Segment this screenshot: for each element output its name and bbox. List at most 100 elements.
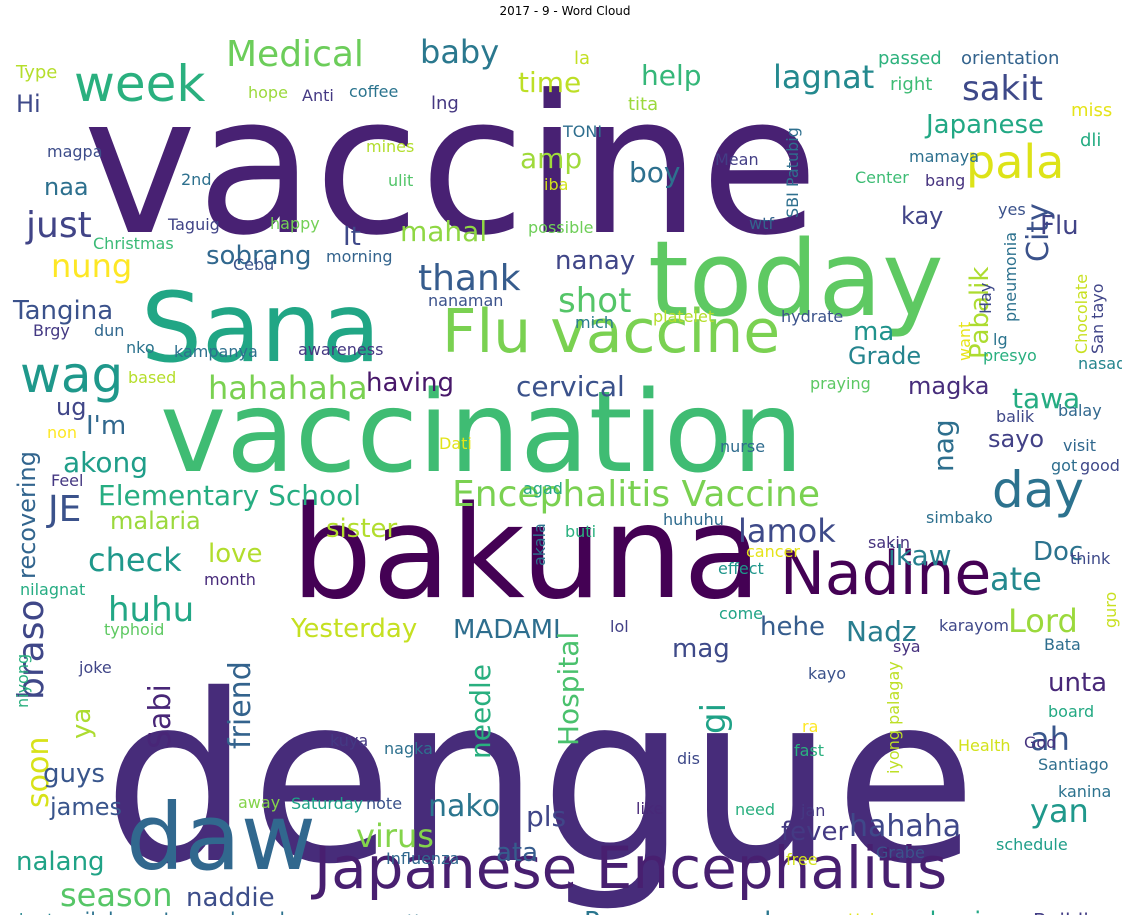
cloud-word: ikaw <box>888 539 952 572</box>
cloud-word: ma <box>853 317 894 347</box>
cloud-word: nasad <box>1078 354 1122 373</box>
cloud-word: week <box>74 55 205 113</box>
cloud-word: season <box>60 876 173 914</box>
cloud-word: joke <box>78 658 112 677</box>
cloud-word: got <box>1051 456 1077 475</box>
cloud-word: 2nd <box>181 170 211 189</box>
cloud-word: Center <box>855 168 909 187</box>
cloud-word: ate <box>990 560 1042 598</box>
cloud-word: kayo <box>808 664 846 683</box>
cloud-word: mich <box>575 313 614 332</box>
cloud-word: board <box>1048 702 1094 721</box>
cloud-word: malaria <box>110 507 201 535</box>
cloud-word: hahaha <box>849 809 961 844</box>
cloud-word: effect <box>718 559 764 578</box>
cloud-word: mahal <box>400 215 487 248</box>
cloud-word: niyong <box>13 654 32 708</box>
cloud-word: good <box>1080 456 1120 475</box>
cloud-word: Tangina <box>12 296 113 326</box>
cloud-word: Bata <box>1044 635 1081 654</box>
cloud-word: karayom <box>939 616 1009 635</box>
cloud-word: guro <box>1101 592 1120 628</box>
cloud-word: sayo <box>988 425 1044 453</box>
cloud-word: kay <box>901 202 943 230</box>
cloud-word: magka <box>908 372 990 400</box>
cloud-word: ra <box>802 717 818 736</box>
cloud-word: come <box>719 604 763 623</box>
cloud-word: Japanese <box>924 110 1044 140</box>
cloud-word: Hoy <box>407 911 438 915</box>
cloud-word: ata <box>496 838 538 868</box>
cloud-word: iyong palagay <box>884 661 903 774</box>
cloud-word: guys <box>43 759 105 789</box>
cloud-word: wtf <box>749 214 774 233</box>
cloud-word: Japanese Encephalitis <box>311 834 947 902</box>
cloud-word: Medical <box>226 34 364 75</box>
cloud-word: check <box>88 541 182 579</box>
cloud-word: just <box>25 205 92 246</box>
cloud-word: want <box>955 322 974 361</box>
cloud-word: Grabe <box>876 843 925 862</box>
cloud-word: nung <box>51 247 132 285</box>
cloud-word: praying <box>810 374 871 393</box>
cloud-word: gi <box>694 703 734 734</box>
cloud-word: yes <box>998 200 1026 219</box>
cloud-word: tawa <box>1012 382 1080 415</box>
cloud-word: Santiago <box>1038 755 1109 774</box>
cloud-word: ah <box>1030 720 1070 758</box>
cloud-word: lg <box>993 330 1008 349</box>
cloud-word: Flu <box>1040 211 1079 241</box>
cloud-word: huhuhu <box>663 510 724 529</box>
cloud-word: Nadz <box>846 615 917 648</box>
cloud-word: nako <box>428 789 500 824</box>
cloud-word: vaccine <box>83 55 819 278</box>
cloud-word: Yesterday <box>290 614 417 644</box>
cloud-word: based <box>128 368 176 387</box>
cloud-word: sister <box>326 514 398 544</box>
cloud-word: dami <box>921 907 981 915</box>
cloud-word: bakuna <box>291 479 762 628</box>
cloud-word: Hala <box>848 910 884 915</box>
cloud-word: I'm <box>86 411 126 441</box>
cloud-word: pala <box>966 135 1064 189</box>
cloud-word: think <box>1070 549 1111 568</box>
cloud-word: agad <box>523 479 563 498</box>
cloud-word: lol <box>610 617 629 636</box>
cloud-word: help <box>641 59 702 92</box>
cloud-word: nurse <box>720 437 765 456</box>
cloud-word: kuya <box>330 731 368 750</box>
cloud-word: Hay <box>976 283 995 314</box>
cloud-word: City <box>1021 203 1056 262</box>
cloud-word: shot <box>558 281 631 321</box>
cloud-word: nagka <box>384 739 433 758</box>
cloud-word: Influenza <box>386 849 459 868</box>
cloud-word: love <box>208 539 263 569</box>
cloud-word: lamok <box>230 908 292 915</box>
cloud-word: bang <box>925 171 965 190</box>
cloud-word: nalang <box>16 847 105 877</box>
cloud-word: It <box>343 222 361 252</box>
cloud-word: akala <box>530 523 549 566</box>
cloud-word: yan <box>1030 792 1089 830</box>
cloud-word: SBI Patubig <box>783 127 802 218</box>
cloud-word: hehe <box>760 612 825 642</box>
cloud-word: mines <box>366 137 414 156</box>
cloud-word: huhu <box>108 590 194 630</box>
cloud-word: God <box>1024 733 1056 752</box>
cloud-word: fast <box>794 741 824 760</box>
cloud-word: pls <box>526 800 566 833</box>
cloud-word: mamaya <box>909 147 979 166</box>
cloud-word: today <box>648 218 944 340</box>
cloud-word: Sabi <box>143 684 178 749</box>
cloud-word: Brgy <box>33 321 70 340</box>
cloud-word: amp <box>520 142 582 175</box>
cloud-word: nilagnat <box>20 580 85 599</box>
cloud-word: daw <box>126 784 316 891</box>
cloud-word: thank <box>418 258 521 299</box>
cloud-word: Hospital <box>552 632 585 746</box>
cloud-word: Encephalitis Vaccine <box>452 474 820 515</box>
cloud-word: kanina <box>1058 782 1111 801</box>
cloud-word: pneumonia <box>1001 232 1020 322</box>
cloud-word: braso <box>11 600 52 701</box>
cloud-word: dis <box>677 749 700 768</box>
